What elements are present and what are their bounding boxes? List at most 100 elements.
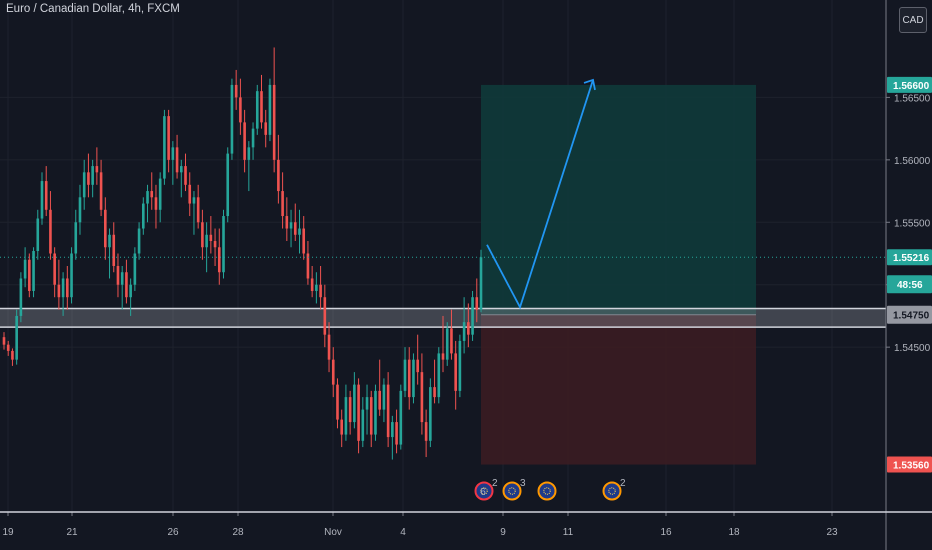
candle-body[interactable] <box>429 387 432 441</box>
candle-body[interactable] <box>462 322 466 341</box>
currency-badge[interactable]: CAD <box>899 7 927 33</box>
candle-body[interactable] <box>243 122 246 160</box>
candle-body[interactable] <box>395 422 398 445</box>
candle-body[interactable] <box>6 344 10 351</box>
candle-body[interactable] <box>91 166 94 185</box>
candle-body[interactable] <box>205 234 208 248</box>
candle-body[interactable] <box>74 222 78 254</box>
candle-body[interactable] <box>315 284 318 291</box>
candle-body[interactable] <box>154 197 158 210</box>
candle-body[interactable] <box>437 353 441 398</box>
candle-body[interactable] <box>171 147 175 160</box>
candle-body[interactable] <box>15 315 18 360</box>
candle-body[interactable] <box>407 359 411 398</box>
candle-body[interactable] <box>141 203 145 229</box>
candle-body[interactable] <box>120 272 124 285</box>
candle-body[interactable] <box>108 234 111 248</box>
stop-price-tag-bg[interactable] <box>887 456 932 473</box>
candle-body[interactable] <box>264 122 268 135</box>
candle-body[interactable] <box>403 359 407 391</box>
candle-body[interactable] <box>289 222 293 229</box>
candle-body[interactable] <box>433 387 436 398</box>
candle-body[interactable] <box>32 251 35 291</box>
candle-body[interactable] <box>163 116 166 179</box>
candle-body[interactable] <box>217 247 221 273</box>
candle-body[interactable] <box>467 322 470 335</box>
candle-body[interactable] <box>298 228 301 235</box>
candle-body[interactable] <box>87 172 90 185</box>
event-marker-icon[interactable] <box>537 481 557 501</box>
candle-body[interactable] <box>344 397 348 435</box>
event-marker-icon[interactable] <box>602 481 622 501</box>
candle-body[interactable] <box>445 328 449 360</box>
candle-body[interactable] <box>399 390 403 445</box>
candle-body[interactable] <box>95 166 99 173</box>
candle-body[interactable] <box>44 181 48 210</box>
candle-body[interactable] <box>331 359 335 385</box>
entry-price-tag-bg[interactable] <box>887 305 932 324</box>
candle-body[interactable] <box>454 353 457 391</box>
candle-body[interactable] <box>36 218 40 252</box>
candle-body[interactable] <box>306 253 310 279</box>
candle-body[interactable] <box>391 422 394 438</box>
event-marker-icon[interactable] <box>502 481 522 501</box>
candle-body[interactable] <box>226 153 230 217</box>
candle-body[interactable] <box>209 234 213 242</box>
candle-body[interactable] <box>230 84 234 154</box>
candle-body[interactable] <box>251 128 255 148</box>
candle-body[interactable] <box>239 97 242 123</box>
candle-body[interactable] <box>175 147 179 173</box>
candle-body[interactable] <box>255 91 259 129</box>
candle-body[interactable] <box>369 397 373 435</box>
candle-body[interactable] <box>327 334 331 360</box>
candle-body[interactable] <box>412 359 415 398</box>
candle-body[interactable] <box>450 328 453 354</box>
candle-body[interactable] <box>137 228 141 254</box>
candle-body[interactable] <box>201 222 204 248</box>
candle-body[interactable] <box>116 265 120 285</box>
candle-body[interactable] <box>11 350 14 360</box>
candle-body[interactable] <box>323 297 327 335</box>
candle-body[interactable] <box>458 340 462 391</box>
candle-body[interactable] <box>196 197 200 223</box>
candle-body[interactable] <box>2 337 6 345</box>
candle-body[interactable] <box>112 234 116 266</box>
candle-body[interactable] <box>99 172 103 210</box>
candle-body[interactable] <box>188 184 192 204</box>
candle-body[interactable] <box>302 228 306 254</box>
candle-body[interactable] <box>234 84 238 98</box>
candle-body[interactable] <box>336 384 339 420</box>
candle-body[interactable] <box>365 397 369 410</box>
candle-body[interactable] <box>247 147 251 160</box>
candle-body[interactable] <box>184 166 187 185</box>
candle-body[interactable] <box>70 253 73 298</box>
candle-body[interactable] <box>319 284 322 298</box>
candle-body[interactable] <box>40 181 44 219</box>
candle-body[interactable] <box>357 384 360 441</box>
candle-body[interactable] <box>78 197 82 223</box>
candle-body[interactable] <box>49 209 52 254</box>
candle-body[interactable] <box>361 409 365 441</box>
last-price-tag-bg[interactable] <box>887 249 932 266</box>
candle-body[interactable] <box>310 278 314 291</box>
candle-body[interactable] <box>416 359 419 373</box>
candle-body[interactable] <box>57 284 61 298</box>
candle-body[interactable] <box>475 297 479 310</box>
candle-body[interactable] <box>61 278 65 298</box>
candle-body[interactable] <box>374 390 377 435</box>
symbol-title[interactable]: Euro / Canadian Dollar, 4h, FXCM <box>6 3 180 15</box>
candle-body[interactable] <box>281 191 284 217</box>
candle-body[interactable] <box>28 259 31 291</box>
target-price-tag-bg[interactable] <box>887 76 932 93</box>
candle-body[interactable] <box>471 297 474 335</box>
candle-body[interactable] <box>125 272 128 298</box>
candle-body[interactable] <box>479 257 483 310</box>
candle-body[interactable] <box>386 384 390 438</box>
candle-body[interactable] <box>272 84 276 160</box>
candle-body[interactable] <box>222 216 225 273</box>
stop-zone[interactable] <box>481 314 756 465</box>
candle-body[interactable] <box>158 178 162 210</box>
candle-body[interactable] <box>378 390 381 410</box>
candle-body[interactable] <box>133 253 137 285</box>
candle-body[interactable] <box>192 197 196 204</box>
